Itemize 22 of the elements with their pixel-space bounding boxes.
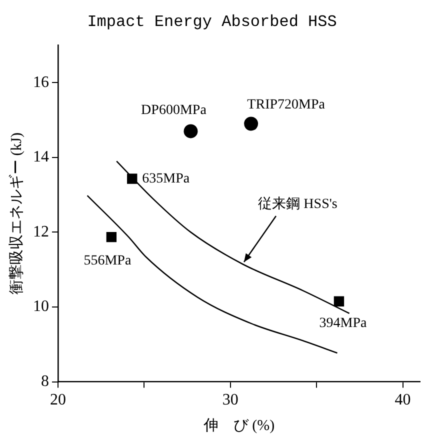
y-tick-label: 8 [41, 373, 49, 390]
point [184, 124, 198, 138]
x-tick-label: 20 [50, 392, 66, 409]
x-tick-label: 30 [222, 392, 238, 409]
x-axis-title: 伸 び (%) [202, 418, 275, 434]
chart-title: Impact Energy Absorbed HSS [87, 12, 337, 31]
y-tick-label: 12 [33, 223, 49, 240]
y-tick-label: 14 [33, 148, 49, 166]
annotation: DP600MPa [141, 102, 208, 118]
y-tick-label: 16 [33, 74, 49, 91]
point [127, 174, 138, 184]
annotation: 394MPa [319, 316, 368, 332]
annotation: 556MPa [84, 254, 132, 269]
annotation: TRIP720MPa [247, 97, 326, 112]
y-axis-title: 衝撃吸収エネルギー (kJ) [8, 132, 25, 295]
annotation: 635MPa [142, 171, 190, 186]
point [244, 116, 258, 131]
point [106, 232, 117, 242]
x-tick-label: 40 [394, 392, 411, 409]
annotation: 従来鋼 HSS's [258, 196, 338, 212]
y-tick-label: 10 [33, 298, 49, 316]
point [334, 296, 344, 306]
